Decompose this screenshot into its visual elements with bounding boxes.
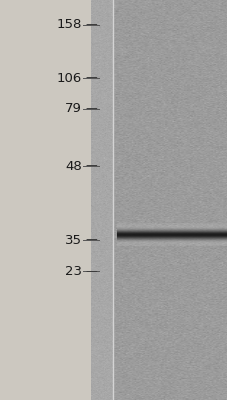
Bar	[112, 0, 227, 400]
Text: 23: 23	[65, 265, 82, 278]
Text: 79: 79	[65, 102, 82, 115]
Text: —: —	[85, 265, 97, 278]
Text: —: —	[85, 234, 97, 246]
Text: 48: 48	[65, 160, 82, 172]
Text: 35: 35	[65, 234, 82, 246]
Text: 106: 106	[57, 72, 82, 84]
Bar	[0, 0, 91, 400]
Text: 158: 158	[57, 18, 82, 31]
Bar	[91, 0, 112, 400]
Text: —: —	[85, 72, 97, 84]
Text: —: —	[85, 18, 97, 31]
Text: —: —	[85, 160, 97, 172]
Text: —: —	[85, 102, 97, 115]
